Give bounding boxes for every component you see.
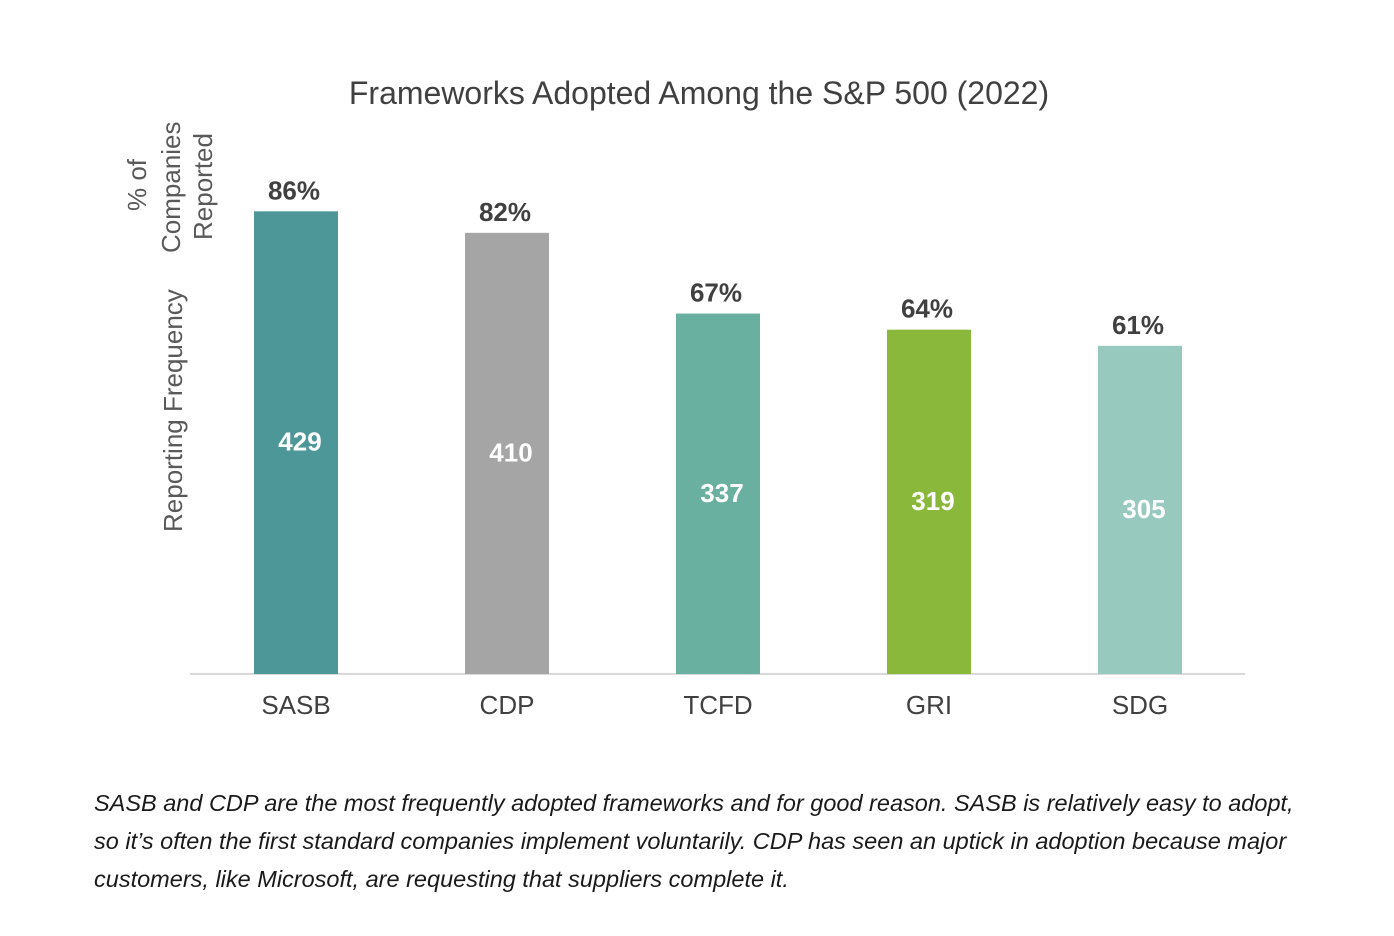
- y-axis-label: Reporting Frequency % of Companies Repor…: [122, 121, 218, 532]
- count-label-gri: 319: [911, 486, 954, 516]
- percent-label-gri: 64%: [901, 294, 953, 324]
- chart-title: Frameworks Adopted Among the S&P 500 (20…: [349, 75, 1049, 111]
- count-label-sdg: 305: [1122, 494, 1165, 524]
- count-label-cdp: 410: [489, 437, 532, 467]
- y-axis-label-main: Reporting Frequency: [158, 289, 188, 532]
- percent-label-sasb: 86%: [268, 175, 320, 205]
- count-label-sasb: 429: [278, 427, 321, 457]
- labels-layer: 86% 429 SASB 82% 410 CDP 67% 337 TCFD 64% 319 GRI 61…: [261, 175, 1168, 720]
- chart-canvas: Frameworks Adopted Among the S&P 500 (20…: [122, 75, 1245, 720]
- y-axis-label-detail-1: % of: [122, 158, 152, 211]
- bar-sdg: [1098, 345, 1182, 674]
- bar-gri: [887, 329, 971, 674]
- y-axis-label-detail-2: Companies: [156, 121, 186, 253]
- bar-sasb: [254, 211, 338, 674]
- percent-label-sdg: 61%: [1112, 310, 1164, 340]
- percent-label-tcfd: 67%: [690, 278, 742, 308]
- x-tick-label-gri: GRI: [906, 690, 952, 720]
- percent-label-cdp: 82%: [479, 197, 531, 227]
- chart-caption: SASB and CDP are the most frequently ado…: [94, 789, 1294, 892]
- count-label-tcfd: 337: [700, 478, 743, 508]
- x-tick-label-cdp: CDP: [480, 690, 535, 720]
- bar-tcfd: [676, 313, 760, 674]
- bars-layer: [254, 211, 1182, 674]
- bar-cdp: [465, 232, 549, 674]
- y-axis-label-detail-3: Reported: [188, 133, 218, 240]
- x-tick-label-sdg: SDG: [1112, 690, 1168, 720]
- x-tick-label-sasb: SASB: [261, 690, 330, 720]
- bar-chart: Frameworks Adopted Among the S&P 500 (20…: [122, 75, 1245, 720]
- x-tick-label-tcfd: TCFD: [683, 690, 752, 720]
